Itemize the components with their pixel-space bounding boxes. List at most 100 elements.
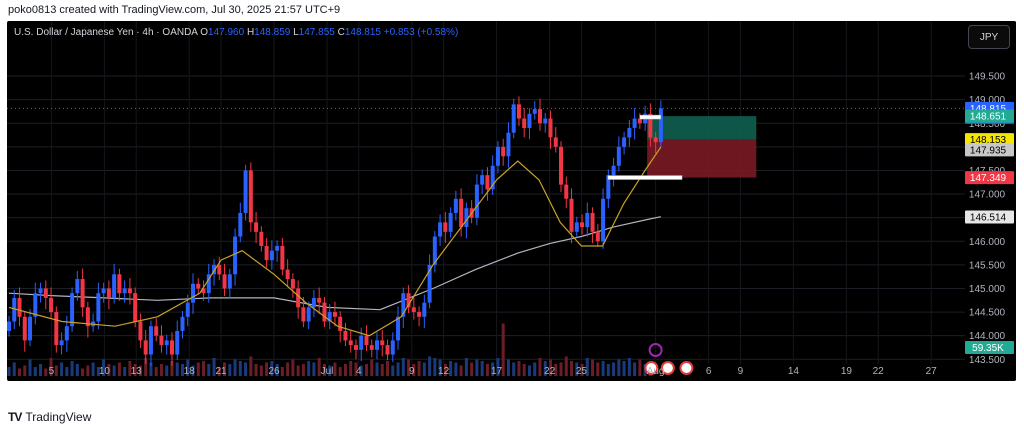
candle-body [485,175,490,190]
candle-body [43,288,48,298]
candle-body [627,127,632,138]
volume-bar [538,358,542,376]
candle-body [122,288,127,294]
price-tick-label: 149.000 [969,95,1006,106]
candle-body [459,198,464,228]
open-label: O [200,27,208,38]
volume-bar [233,359,237,376]
volume-bar [138,365,142,376]
fast-moving-average-line [8,146,662,337]
volume-bar [249,356,253,376]
symbol-name[interactable]: U.S. Dollar / Japanese Yen · 4h · OANDA [14,27,198,38]
volume-bar [606,364,610,376]
volume-bar [564,356,568,376]
candle-body [269,250,274,261]
candle-body [233,236,238,275]
volume-bar [333,362,337,376]
candle-body [606,175,611,199]
candle-body [417,312,422,317]
volume-bar [291,359,295,376]
time-tick-label: 21 [215,366,227,377]
candle-body [396,316,401,341]
volume-bar [349,361,353,376]
chart-panel[interactable]: 149.500149.000148.500148.000147.500147.0… [7,21,1016,381]
volume-bar [144,358,148,376]
candle-body [248,170,253,223]
volume-bar [491,362,495,376]
candle-body [548,118,553,138]
price-chart[interactable]: 149.500149.000148.500148.000147.500147.0… [7,21,1016,381]
candle-body [243,170,248,213]
candle-body [28,316,33,341]
candle-body [569,198,574,232]
volume-bar [301,364,305,376]
volume-bar [254,364,258,376]
volume-bar [638,359,642,376]
volume-bar [396,362,400,376]
low-value: 147.855 [298,27,335,38]
currency-button[interactable]: JPY [968,25,1010,49]
volume-bar [238,361,242,376]
candle-body [180,316,185,331]
candle-body [438,222,443,237]
candle-body [406,293,411,308]
candle-body [70,293,75,327]
time-tick-label: 22 [544,366,556,377]
candle-body [222,274,227,289]
time-tick-label: 5 [49,366,55,377]
volume-bar [180,364,184,376]
candle-body [511,104,516,133]
volume-bar [633,362,637,376]
volume-bar [612,362,616,376]
volume-bar [407,359,411,376]
candle-body [453,198,458,213]
volume-bar [454,362,458,376]
volume-bar [512,362,516,376]
candle-body [159,335,164,346]
lightning-event-icon [648,343,663,357]
volume-bar [517,361,521,376]
time-tick-label: 9 [409,366,415,377]
volume-label-text: 59.35K [972,343,1004,354]
volume-bar [364,364,368,376]
candle-body [191,283,196,303]
volume-bar [470,362,474,376]
volume-bar [228,364,232,376]
volume-bar [44,368,48,376]
candle-body [85,307,90,327]
candle-body [264,245,269,261]
candle-body [338,316,343,331]
candle-body [432,236,437,265]
volume-bar [449,361,453,376]
candle-body [101,288,106,294]
volume-bar [338,367,342,376]
volume-bar [522,364,526,376]
candle-body [343,330,348,341]
volume-bar [559,362,563,376]
volume-bar [123,367,127,376]
candle-body [537,109,542,124]
candle-body [501,146,506,157]
volume-bar [375,362,379,376]
time-tick-label: Jul [321,366,334,377]
slow-moving-average-line [8,216,662,311]
support-line-marker [607,175,683,180]
volume-bar [617,359,621,376]
volume-bar [212,358,216,376]
volume-bar [28,359,32,376]
footer: TV TradingView [8,410,91,424]
candle-body [217,264,222,275]
low-label: L [293,27,299,38]
volume-bar [165,365,169,376]
time-tick-label: 6 [706,366,712,377]
candle-body [595,231,600,242]
volume-bar [343,364,347,376]
candle-body [658,108,663,143]
time-tick-label: 12 [438,366,450,377]
candle-body [164,340,169,346]
candle-body [64,326,69,341]
candle-body [317,297,322,303]
candle-body [280,245,285,270]
target-zone [647,116,757,140]
volume-bar [275,364,279,376]
